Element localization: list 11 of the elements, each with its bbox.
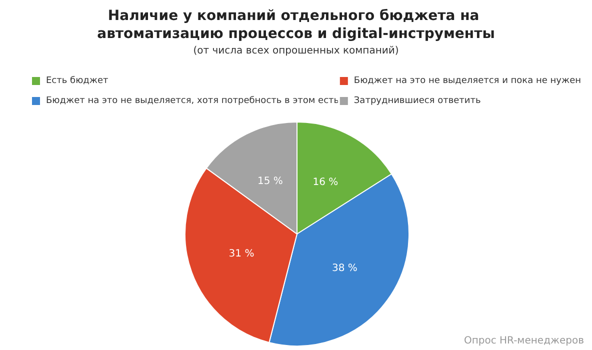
data-label: 38 %: [332, 263, 358, 274]
chart-title: Наличие у компаний отдельного бюджета на автоматизацию процессов и digital-инструменты: [97, 8, 495, 42]
legend-label: Есть бюджет: [46, 76, 108, 86]
chart-subtitle: (от числа всех опрошенных компаний): [193, 46, 399, 56]
legend-label: Бюджет на это не выделяется, хотя потребность в этом есть: [46, 96, 340, 106]
text: Опрос HR-менеджеров: [464, 336, 584, 346]
data-label: 15 %: [258, 176, 283, 187]
legend-label: Затруднившиеся ответить: [354, 96, 481, 106]
data-label: 31 %: [228, 248, 254, 260]
data-label: 16 %: [312, 176, 338, 188]
legend-label: Бюджет на это не выделяется и пока не нужен: [354, 76, 582, 86]
